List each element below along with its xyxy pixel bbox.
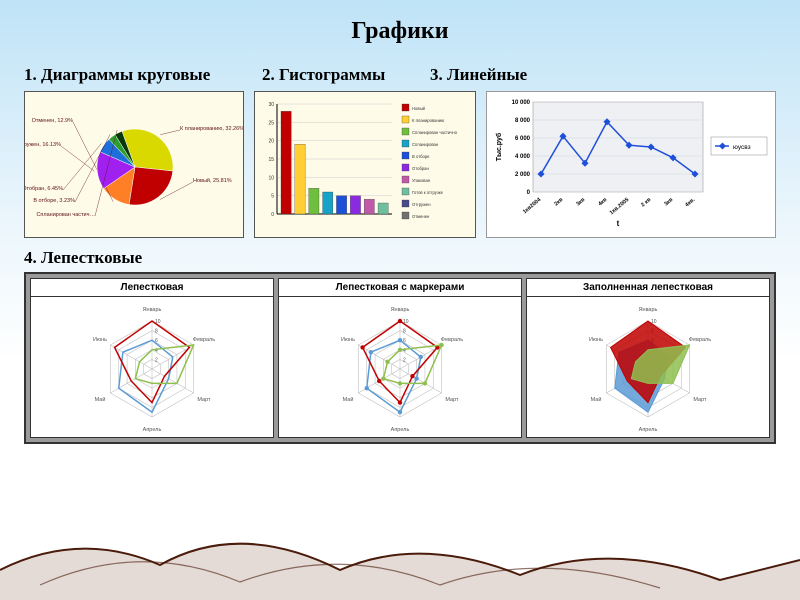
svg-text:10: 10 bbox=[268, 175, 274, 181]
svg-text:В отборе, 3.23%: В отборе, 3.23% bbox=[33, 198, 75, 204]
svg-text:Апрель: Апрель bbox=[639, 427, 658, 433]
svg-text:20: 20 bbox=[268, 139, 274, 145]
svg-text:Февраль: Февраль bbox=[441, 337, 463, 343]
svg-text:8: 8 bbox=[155, 329, 158, 335]
svg-text:Май: Май bbox=[343, 396, 354, 403]
svg-text:Отобран, 6.45%: Отобран, 6.45% bbox=[25, 186, 63, 192]
svg-text:2: 2 bbox=[155, 357, 158, 363]
svg-text:6 000: 6 000 bbox=[515, 136, 531, 142]
svg-text:Июнь: Июнь bbox=[341, 337, 355, 343]
svg-text:Готов к отгрузке: Готов к отгрузке bbox=[412, 190, 444, 195]
svg-text:Апрель: Апрель bbox=[391, 427, 410, 433]
line-chart: 02 0004 0006 0008 00010 000Тыс.руб1кв200… bbox=[486, 91, 776, 238]
svg-text:Отменен, 12.9%: Отменен, 12.9% bbox=[32, 118, 74, 124]
svg-text:Май: Май bbox=[95, 396, 106, 403]
svg-text:Отобран: Отобран bbox=[412, 166, 430, 171]
svg-text:30: 30 bbox=[268, 102, 274, 108]
svg-text:Спланирован частично: Спланирован частично bbox=[412, 130, 458, 135]
svg-text:8: 8 bbox=[403, 329, 406, 335]
svg-text:Упакован: Упакован bbox=[412, 178, 431, 183]
mountains-decoration bbox=[0, 490, 800, 600]
subhead-line: 3. Линейные bbox=[430, 65, 570, 85]
bar-chart: 0 5 10 15 20 25 30 Новый К планированию Спланиров… bbox=[254, 91, 476, 238]
svg-text:Июнь: Июнь bbox=[589, 337, 603, 343]
subhead-bar: 2. Гистограммы bbox=[262, 65, 430, 85]
svg-text:В отборе: В отборе bbox=[412, 154, 430, 159]
svg-text:Январь: Январь bbox=[391, 307, 410, 313]
svg-text:Февраль: Февраль bbox=[689, 337, 711, 343]
svg-text:Март: Март bbox=[693, 397, 707, 403]
svg-text:К планированию, 32.26%: К планированию, 32.26% bbox=[180, 126, 243, 132]
radar-cell-3: Заполненная лепестковая Январь Февраль Мар… bbox=[526, 278, 770, 438]
svg-text:Февраль: Февраль bbox=[193, 337, 215, 343]
radar-cell-1: Лепестковая Январь Февраль Март Апрель Май Ию… bbox=[30, 278, 274, 438]
svg-text:5: 5 bbox=[271, 194, 274, 200]
svg-text:0: 0 bbox=[271, 212, 274, 218]
subhead-row: 1. Диаграммы круговые 2. Гистограммы 3. … bbox=[0, 65, 800, 85]
radar-cell-2: Лепестковая с маркерами Январь Февраль Мар… bbox=[278, 278, 522, 438]
svg-text:Апрель: Апрель bbox=[143, 427, 162, 433]
svg-text:Отгружен, 16.13%: Отгружен, 16.13% bbox=[25, 142, 61, 148]
svg-text:4 000: 4 000 bbox=[515, 154, 531, 160]
svg-text:Тыс.руб: Тыс.руб bbox=[495, 132, 503, 161]
svg-text:К планированию: К планированию bbox=[412, 118, 444, 123]
svg-text:Март: Март bbox=[197, 397, 211, 403]
svg-text:юусвз: юусвз bbox=[733, 144, 751, 151]
svg-text:25: 25 bbox=[268, 120, 274, 126]
svg-text:Спланирован частич…: Спланирован частич… bbox=[36, 212, 95, 218]
radar-title-3: Заполненная лепестковая bbox=[527, 279, 769, 297]
subhead-pie: 1. Диаграммы круговые bbox=[24, 65, 262, 85]
svg-text:Новый: Новый bbox=[412, 106, 426, 111]
subhead-radar: 4. Лепестковые bbox=[0, 238, 800, 272]
svg-text:Январь: Январь bbox=[143, 307, 162, 313]
svg-text:Новый, 25.81%: Новый, 25.81% bbox=[193, 177, 232, 184]
row-charts: К планированию, 32.26% Новый, 25.81% Отмен… bbox=[0, 85, 800, 238]
svg-text:Январь: Январь bbox=[639, 307, 658, 313]
svg-text:2 000: 2 000 bbox=[515, 172, 531, 178]
svg-text:2: 2 bbox=[403, 357, 406, 363]
page-title: Графики bbox=[0, 0, 800, 45]
radar-title-1: Лепестковая bbox=[31, 279, 273, 297]
svg-text:15: 15 bbox=[268, 157, 274, 163]
svg-text:Июнь: Июнь bbox=[93, 337, 107, 343]
pie-chart: К планированию, 32.26% Новый, 25.81% Отмен… bbox=[24, 91, 244, 238]
radar-panel: Лепестковая Январь Февраль Март Апрель Май Ию… bbox=[24, 272, 776, 444]
svg-text:Март: Март bbox=[445, 397, 459, 403]
svg-text:Май: Май bbox=[591, 396, 602, 403]
svg-text:Отгружен: Отгружен bbox=[412, 202, 431, 207]
svg-text:8 000: 8 000 bbox=[515, 118, 531, 124]
svg-text:10 000: 10 000 bbox=[512, 100, 531, 106]
svg-text:Отменен: Отменен bbox=[412, 214, 430, 219]
radar-title-2: Лепестковая с маркерами bbox=[279, 279, 521, 297]
svg-text:t: t bbox=[617, 219, 620, 228]
svg-text:Спланирован: Спланирован bbox=[412, 142, 439, 147]
